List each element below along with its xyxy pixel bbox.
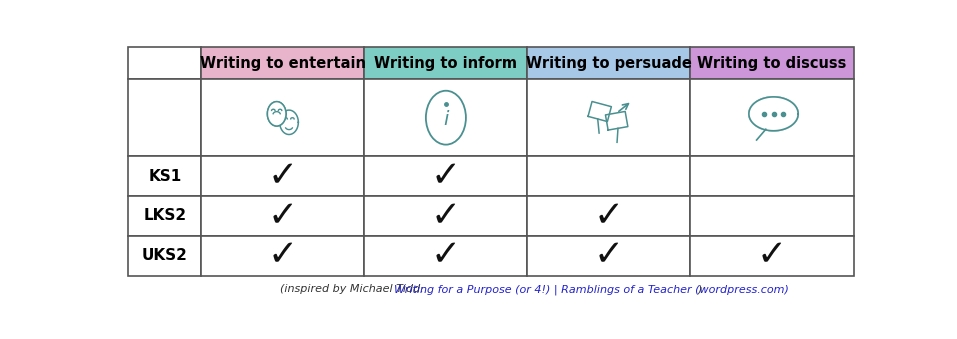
Text: Writing to entertain: Writing to entertain [200,56,366,71]
Bar [690,236,854,276]
Bar [527,196,690,236]
Text: ✓: ✓ [268,159,298,193]
Bar [201,236,365,276]
Bar [365,196,527,236]
Bar [128,196,201,236]
Polygon shape [757,129,769,140]
Bar [690,196,854,236]
Text: ): ) [698,284,702,294]
Bar [690,156,854,196]
Text: ✓: ✓ [268,239,298,273]
Ellipse shape [267,102,286,126]
Bar [128,236,201,276]
Text: ✓: ✓ [594,199,624,233]
Text: ✓: ✓ [431,159,461,193]
Text: ✓: ✓ [431,239,461,273]
Text: Writing for a Purpose (or 4!) | Ramblings of a Teacher (wordpress.com): Writing for a Purpose (or 4!) | Rambling… [393,284,789,295]
Text: KS1: KS1 [148,168,182,184]
Text: LKS2: LKS2 [144,208,187,223]
Bar [128,79,201,156]
Text: i: i [443,110,449,129]
Text: ✓: ✓ [757,239,787,273]
Ellipse shape [426,91,466,145]
Bar [690,79,854,156]
Bar [365,156,527,196]
Bar [201,79,365,156]
Bar [128,156,201,196]
Text: UKS2: UKS2 [142,248,188,263]
Text: ✓: ✓ [431,199,461,233]
Bar [690,47,854,79]
Text: ✓: ✓ [268,199,298,233]
Bar [365,47,527,79]
Bar [527,156,690,196]
Bar [201,156,365,196]
Bar [527,236,690,276]
Bar [365,236,527,276]
Bar [527,47,690,79]
Polygon shape [749,97,798,131]
Bar [201,47,365,79]
Text: Writing to discuss: Writing to discuss [698,56,847,71]
Text: (inspired by Michael Tidd:: (inspired by Michael Tidd: [280,284,428,294]
Bar [365,79,527,156]
Text: Writing to inform: Writing to inform [374,56,518,71]
Bar [527,79,690,156]
Text: Writing to persuade: Writing to persuade [526,56,692,71]
Text: ✓: ✓ [594,239,624,273]
Bar [128,47,201,79]
Bar [201,196,365,236]
